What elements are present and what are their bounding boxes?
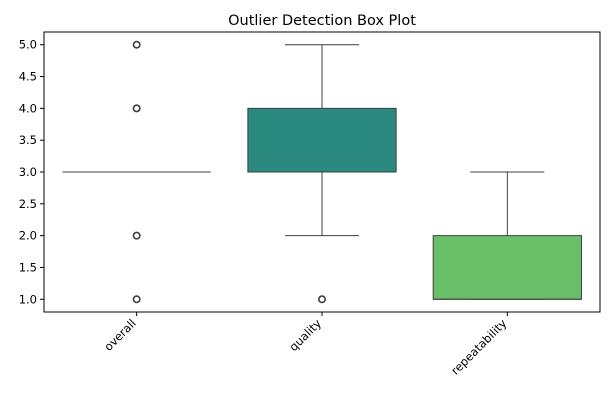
plot-area [62,40,582,304]
y-axis: 1.0 1.5 2.0 2.5 3.0 3.5 4.0 4.5 5.0 [19,38,44,306]
box-iqr [247,107,397,173]
y-tick-label: 2.0 [19,229,37,243]
x-tick-label-repeatability: repeatability [448,316,509,377]
y-tick-label: 1.5 [19,260,37,274]
y-tick-label: 4.5 [19,70,37,84]
outlier-point [132,104,141,113]
box-group-overall [62,40,211,304]
x-axis: overall quality repeatability [101,312,510,378]
y-tick-label: 3.5 [19,133,37,147]
x-tick-label-overall: overall [101,316,139,354]
outlier-point [132,295,141,304]
y-tick-label: 5.0 [19,38,37,52]
chart-title: Outlier Detection Box Plot [228,13,416,29]
y-tick-label: 1.0 [19,292,37,306]
y-tick-label: 3.0 [19,165,37,179]
y-tick-label: 4.0 [19,101,37,115]
outlier-point [317,295,326,304]
x-tick-label-quality: quality [286,316,324,354]
box-group-quality [247,44,397,304]
y-tick-label: 2.5 [19,197,37,211]
outlier-point [132,40,141,49]
box-iqr [432,235,582,300]
box-group-repeatability [432,171,582,300]
outlier-point [132,231,141,240]
